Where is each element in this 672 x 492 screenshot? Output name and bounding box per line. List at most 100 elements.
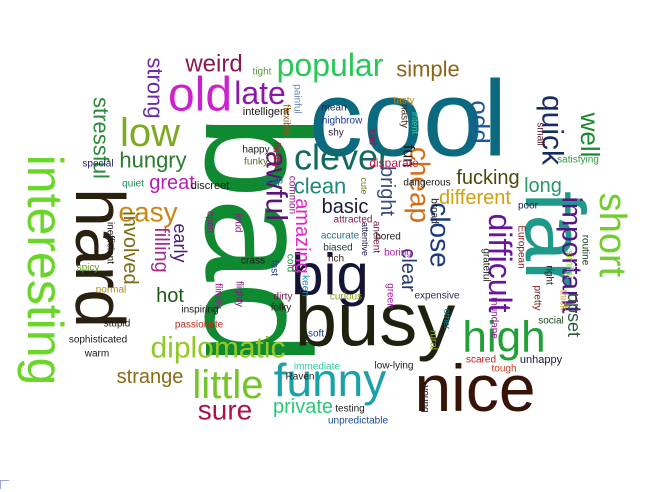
word-intent: intent bbox=[410, 112, 420, 135]
word-basic: basic bbox=[322, 196, 369, 218]
word-simple: simple bbox=[396, 57, 460, 82]
word-small: small bbox=[535, 122, 546, 145]
word-funny: funny bbox=[274, 354, 387, 406]
word-highbrow: highbrow bbox=[322, 116, 363, 127]
word-rich: rich bbox=[328, 254, 344, 265]
word-interesting: interesting bbox=[17, 155, 73, 386]
word-mean: mean bbox=[321, 103, 346, 114]
word-immediate: immediate bbox=[294, 362, 341, 373]
word-right: right bbox=[544, 265, 555, 285]
word-tasty: tasty bbox=[393, 96, 414, 107]
word-deep: deep bbox=[261, 176, 284, 187]
word-open: open bbox=[205, 211, 216, 233]
word-common: common bbox=[287, 176, 298, 214]
word-funky: funky bbox=[244, 157, 268, 168]
corner-mark bbox=[0, 480, 9, 489]
word-young: young bbox=[420, 385, 431, 412]
word-grateful: grateful bbox=[481, 248, 492, 281]
word-stressful: stressful bbox=[89, 97, 114, 179]
word-hot: hot bbox=[156, 285, 184, 307]
word-flimsy: flimsy bbox=[213, 283, 224, 309]
word-late: late bbox=[234, 75, 286, 111]
word-big: big bbox=[291, 243, 368, 308]
word-thick: thick bbox=[558, 290, 569, 312]
word-flighty: flighty bbox=[234, 281, 245, 307]
word-dangerous: dangerous bbox=[403, 178, 450, 189]
word-cool: cool bbox=[309, 58, 507, 179]
word-attracted: attracted bbox=[334, 215, 373, 226]
word-passionate: passionate bbox=[175, 320, 224, 331]
word-hungry: hungry bbox=[119, 148, 186, 173]
word-inefficient: inefficient bbox=[105, 222, 116, 264]
word-special: special bbox=[82, 159, 113, 170]
word-dirty: dirty bbox=[274, 292, 293, 303]
word-nice: nice bbox=[414, 351, 535, 425]
word-diplomatic: diplomatic bbox=[150, 332, 285, 365]
word-low: low bbox=[120, 111, 180, 155]
word-biased: biased bbox=[323, 243, 352, 254]
word-scared: scared bbox=[466, 355, 496, 366]
word-strong: strong bbox=[143, 57, 168, 118]
word-well: well bbox=[575, 112, 605, 158]
word-pretty: pretty bbox=[532, 285, 543, 310]
word-bored: bored bbox=[375, 232, 401, 243]
word-mundane: mundane bbox=[489, 297, 500, 339]
word-old: old bbox=[168, 69, 232, 122]
word-awful: awful bbox=[260, 151, 293, 221]
word-happy: happy bbox=[242, 145, 269, 156]
word-warm: warm bbox=[84, 349, 109, 360]
word-fucking: fucking bbox=[456, 167, 519, 189]
word-short: short bbox=[591, 193, 633, 278]
word-great: great bbox=[149, 172, 195, 194]
word-folky: folky bbox=[271, 303, 292, 314]
word-rural: rural bbox=[428, 330, 439, 350]
word-spicy: spicy bbox=[77, 263, 100, 274]
word-unpredictable: unpredictable bbox=[328, 416, 388, 427]
word-popular: popular bbox=[277, 47, 384, 83]
word-far: far bbox=[508, 191, 602, 289]
word-clever: clever bbox=[294, 137, 390, 178]
word-poor: poor bbox=[518, 201, 539, 212]
word-green: green bbox=[385, 283, 396, 309]
word-normal: normal bbox=[96, 285, 127, 296]
word-clear: clear bbox=[397, 248, 419, 292]
word-painful: painful bbox=[292, 84, 303, 113]
word-curious: curious bbox=[330, 292, 362, 303]
word-routine: routine bbox=[580, 235, 591, 266]
word-close: close bbox=[425, 202, 456, 267]
word-involved: involved bbox=[119, 211, 141, 284]
word-flashy: flashy bbox=[271, 142, 282, 168]
word-social: social bbox=[538, 316, 564, 327]
word-filling: filling bbox=[150, 227, 172, 273]
word-discreet: discreet bbox=[191, 180, 230, 192]
word-nasty: nasty bbox=[399, 104, 410, 128]
word-keen: keen bbox=[300, 275, 311, 297]
word-cute: cute bbox=[359, 177, 369, 194]
word-broad: broad bbox=[429, 198, 440, 224]
word-bright: bright bbox=[376, 166, 398, 216]
word-different: different bbox=[439, 187, 511, 209]
word-high: high bbox=[462, 313, 545, 362]
word-soft: soft bbox=[308, 329, 324, 340]
word-tight: tight bbox=[253, 67, 272, 78]
word-bad: bad bbox=[174, 115, 342, 365]
word-flexible: flexible bbox=[281, 104, 292, 136]
word-upset: upset bbox=[564, 293, 584, 337]
word-sure: sure bbox=[198, 395, 252, 426]
word-sophisticated: sophisticated bbox=[69, 335, 127, 346]
word-clean: clean bbox=[294, 174, 347, 199]
word-expensive: expensive bbox=[414, 291, 459, 302]
word-cold: cold bbox=[285, 254, 296, 272]
word-accurate: accurate bbox=[321, 231, 360, 242]
word-unhappy: unhappy bbox=[520, 354, 563, 366]
word-sad: sad bbox=[367, 129, 378, 145]
word-european: European bbox=[516, 225, 527, 268]
word-cheap: cheap bbox=[405, 147, 436, 223]
word-busy: busy bbox=[295, 278, 456, 363]
word-inspiring: inspiring bbox=[181, 305, 218, 316]
word-fast: fast bbox=[269, 260, 280, 276]
word-hard: hard bbox=[61, 188, 139, 328]
word-quick: quick bbox=[536, 95, 569, 166]
word-strange: strange bbox=[117, 366, 184, 388]
word-weird: weird bbox=[184, 51, 242, 78]
